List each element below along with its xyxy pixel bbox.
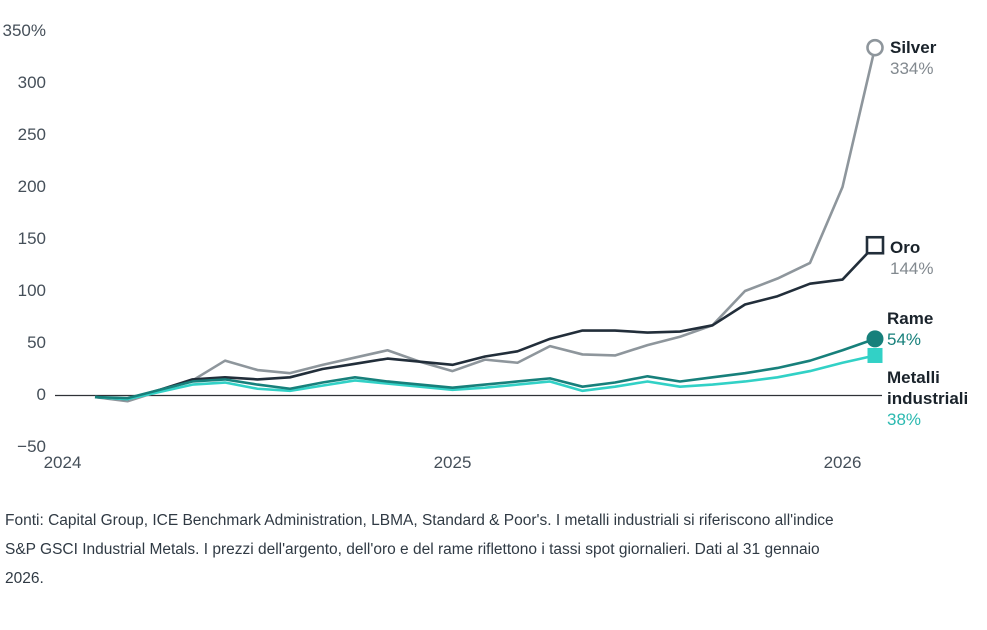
source-note-line: Fonti: Capital Group, ICE Benchmark Admi… — [5, 512, 834, 529]
line-oro — [94, 244, 876, 401]
line-rame — [94, 337, 876, 400]
y-tick-label: 200 — [17, 177, 46, 196]
line-silver — [94, 47, 877, 403]
series-label-metalli-industriali: Metalli industriali 38% — [887, 367, 987, 430]
series-end-value: 38% — [887, 410, 922, 429]
end-marker-filled-circle — [866, 330, 884, 348]
series-label-silver: Silver 334% — [890, 37, 936, 79]
x-tick-label: 2025 — [433, 453, 472, 472]
series-name: Metalli industriali — [887, 368, 969, 408]
y-tick-label: 300 — [17, 73, 46, 92]
y-tick-label: 50 — [27, 333, 46, 352]
series-name: Rame — [887, 309, 934, 328]
source-note: Fonti: Capital Group, ICE Benchmark Admi… — [5, 506, 980, 593]
source-note-line: S&P GSCI Industrial Metals. I prezzi del… — [5, 541, 820, 558]
series-label-rame: Rame 54% — [887, 308, 933, 350]
x-tick-label: 2026 — [823, 453, 862, 472]
series-label-oro: Oro 144% — [890, 237, 933, 279]
y-tick-label: 100 — [17, 281, 46, 300]
series-name: Silver — [890, 38, 937, 57]
end-marker-open-circle — [866, 38, 884, 57]
series-name: Oro — [890, 238, 921, 257]
series-end-value: 144% — [890, 259, 934, 278]
line-metalli-industriali — [94, 354, 876, 401]
y-tick-label: 350% — [2, 21, 46, 40]
source-note-line: 2026. — [5, 570, 44, 587]
line-chart — [55, 38, 885, 403]
series-end-value: 334% — [890, 59, 934, 78]
y-tick-label: 250 — [17, 125, 46, 144]
y-tick-label: 150 — [17, 229, 46, 248]
x-tick-label: 2024 — [43, 453, 82, 472]
series-end-value: 54% — [887, 330, 922, 349]
end-marker-open-square — [865, 235, 885, 255]
plot-area: 350% 300 250 200 150 100 50 0 −50 2024 2025 2026 S… — [2, 21, 987, 472]
y-tick-label: 0 — [36, 385, 46, 404]
end-marker-filled-square — [867, 347, 883, 363]
y-tick-label: −50 — [17, 437, 46, 456]
